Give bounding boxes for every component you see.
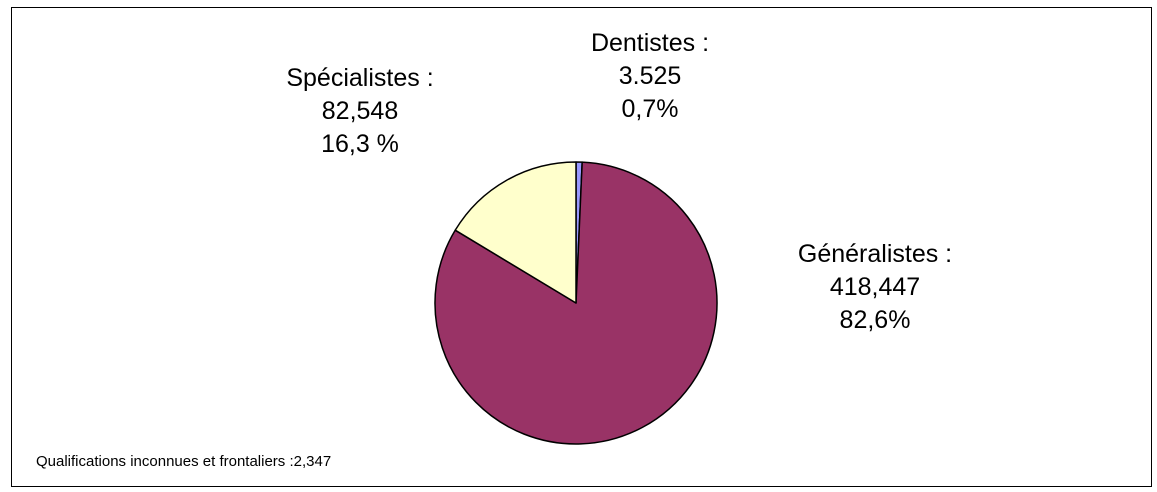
pie-slice-specialistes <box>454 161 577 304</box>
label-generalistes-percent: 82,6% <box>839 306 911 334</box>
pie-slices <box>434 161 718 445</box>
footnote: Qualifications inconnues et frontaliers … <box>36 453 332 470</box>
label-generalistes: Généralistes : 418,447 82,6% <box>745 238 1005 337</box>
label-dentistes-percent: 0,7% <box>621 95 679 123</box>
label-dentistes-value: 3.525 <box>618 62 682 90</box>
label-specialistes: Spécialistes : 82,548 16,3 % <box>230 62 490 161</box>
label-generalistes-value: 418,447 <box>829 273 921 301</box>
label-specialistes-percent: 16,3 % <box>321 130 399 158</box>
label-specialistes-value: 82,548 <box>321 97 399 125</box>
label-dentistes: Dentistes : 3.525 0,7% <box>520 27 780 126</box>
label-specialistes-name: Spécialistes : <box>286 64 434 92</box>
label-dentistes-name: Dentistes : <box>590 29 710 57</box>
label-generalistes-name: Généralistes : <box>797 240 953 268</box>
